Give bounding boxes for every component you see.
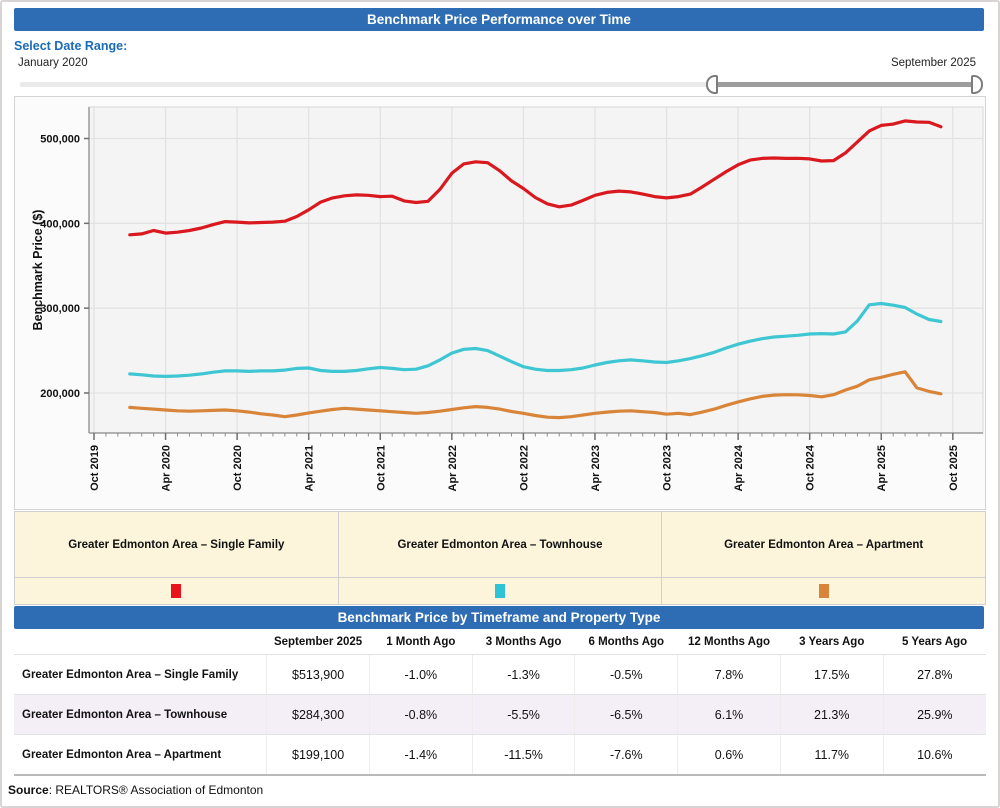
table-value-cell: -7.6% — [574, 734, 678, 776]
y-axis-title: Benchmark Price ($) — [31, 210, 45, 331]
x-tick-label: Oct 2024 — [805, 444, 817, 491]
table-corner-cell — [14, 629, 267, 655]
table-value-cell: 6.1% — [677, 694, 781, 735]
legend-swatch-row — [339, 578, 662, 604]
table-row: Greater Edmonton Area – Apartment $199,10… — [14, 734, 986, 776]
legend-swatch-row — [15, 578, 338, 604]
select-date-range-label: Select Date Range: — [14, 39, 128, 53]
table-value-cell: 10.6% — [882, 734, 986, 776]
series-line — [128, 370, 943, 420]
x-tick-label: Apr 2022 — [447, 445, 459, 491]
chart-legend: Greater Edmonton Area – Single Family Gre… — [14, 511, 986, 605]
date-range-slider-selected-range[interactable] — [712, 82, 978, 87]
x-tick-label: Oct 2020 — [232, 445, 244, 491]
legend-item-label: Greater Edmonton Area – Townhouse — [338, 512, 662, 578]
table-title: Benchmark Price by Timeframe and Propert… — [14, 606, 984, 629]
x-tick-label: Oct 2023 — [662, 445, 674, 491]
x-tick-label: Apr 2020 — [161, 445, 173, 491]
table-row-label: Greater Edmonton Area – Apartment — [14, 734, 267, 776]
price-table-wrap: September 2025 1 Month Ago 3 Months Ago 6 M… — [14, 629, 986, 776]
table-value-cell: -6.5% — [574, 694, 678, 735]
table-column-header: 6 Months Ago — [574, 629, 678, 655]
x-tick-label: Apr 2024 — [733, 444, 745, 491]
y-tick-label: 300,000 — [40, 303, 80, 315]
table-value-cell: -1.0% — [368, 654, 473, 695]
legend-item[interactable]: Greater Edmonton Area – Apartment — [661, 512, 986, 604]
table-column-header: September 2025 — [266, 629, 370, 655]
date-range-start-label: January 2020 — [18, 57, 88, 69]
benchmark-price-chart: Oct 2019 Apr 2020 Oct 2020 Apr 2021 Oct 2021… — [14, 96, 986, 510]
table-column-header: 5 Years Ago — [883, 629, 986, 655]
legend-color-swatch — [495, 584, 505, 598]
source-note: Source: REALTORS® Association of Edmonto… — [8, 783, 263, 797]
date-range-end-label: September 2025 — [890, 57, 976, 69]
x-tick-label: Oct 2025 — [948, 445, 960, 491]
legend-swatch-row — [662, 578, 985, 604]
table-value-cell: -1.4% — [368, 734, 473, 776]
table-value-cell: 0.6% — [677, 734, 781, 776]
table-row: Greater Edmonton Area – Townhouse $284,30… — [14, 694, 986, 735]
table-value-cell: 21.3% — [779, 694, 884, 735]
source-text: : REALTORS® Association of Edmonton — [48, 783, 264, 797]
x-tick-label: Apr 2023 — [590, 445, 602, 491]
y-tick-label: 500,000 — [40, 134, 80, 146]
table-value-cell: 17.5% — [779, 654, 884, 695]
table-value-cell: -0.8% — [368, 694, 473, 735]
page-title: Benchmark Price Performance over Time — [14, 8, 984, 31]
legend-item-label: Greater Edmonton Area – Single Family — [15, 512, 338, 578]
table-column-header: 1 Month Ago — [369, 629, 473, 655]
source-label: Source — [8, 783, 49, 797]
x-tick-label: Apr 2025 — [876, 445, 888, 491]
legend-item[interactable]: Greater Edmonton Area – Single Family — [15, 512, 338, 604]
date-range-slider-track[interactable] — [20, 82, 978, 87]
series-line — [128, 119, 943, 237]
series-line — [128, 301, 943, 378]
table-value-cell: $513,900 — [266, 654, 370, 695]
y-tick-label: 200,000 — [40, 388, 80, 400]
x-tick-label: Oct 2021 — [375, 445, 387, 491]
x-tick-label: Oct 2022 — [518, 445, 530, 491]
table-value-cell: 25.9% — [882, 694, 986, 735]
table-value-cell: 27.8% — [882, 654, 986, 695]
y-tick-label: 400,000 — [40, 218, 80, 230]
table-value-cell: -0.5% — [574, 654, 678, 695]
table-value-cell: -1.3% — [471, 654, 575, 695]
line-chart-canvas: Oct 2019 Apr 2020 Oct 2020 Apr 2021 Oct 2021… — [31, 106, 984, 491]
table-value-cell: -11.5% — [471, 734, 575, 776]
legend-color-swatch — [171, 584, 182, 598]
x-tick-label: Apr 2021 — [304, 445, 316, 491]
table-row-label: Greater Edmonton Area – Townhouse — [14, 694, 267, 735]
table-column-header: 3 Years Ago — [780, 629, 884, 655]
table-value-cell: $199,100 — [266, 734, 370, 776]
table-column-header: 12 Months Ago — [677, 629, 781, 655]
table-column-header: 3 Months Ago — [472, 629, 575, 655]
table-value-cell: 11.7% — [779, 734, 884, 776]
table-value-cell: 7.8% — [677, 654, 781, 695]
legend-item[interactable]: Greater Edmonton Area – Townhouse — [337, 512, 662, 604]
x-tick-label: Oct 2019 — [89, 445, 101, 491]
table-value-cell: -5.5% — [471, 694, 575, 735]
date-range-slider-right-handle[interactable] — [971, 75, 983, 94]
table-row: Greater Edmonton Area – Single Family $51… — [14, 654, 986, 695]
legend-item-label: Greater Edmonton Area – Apartment — [662, 512, 986, 578]
price-table: September 2025 1 Month Ago 3 Months Ago 6 M… — [14, 629, 986, 776]
legend-color-swatch — [818, 584, 829, 598]
table-row-label: Greater Edmonton Area – Single Family — [14, 654, 267, 695]
plot-area — [89, 107, 983, 433]
date-range-slider-left-handle[interactable] — [706, 75, 718, 94]
table-value-cell: $284,300 — [266, 694, 370, 735]
